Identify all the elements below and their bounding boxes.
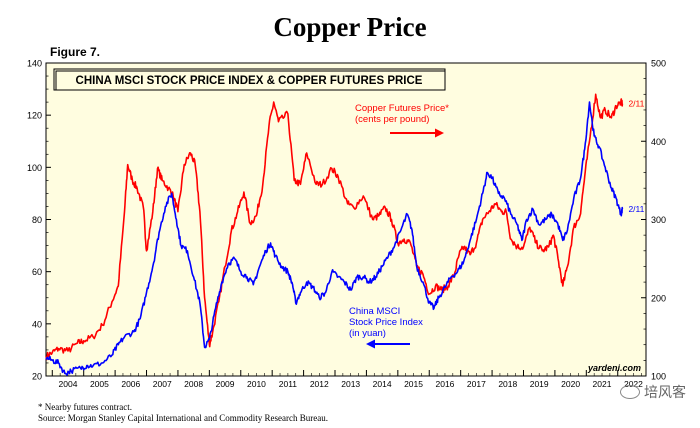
x-tick-label: 2009 xyxy=(216,379,235,389)
footnote-nearby: * Nearby futures contract. xyxy=(38,402,132,412)
left-tick-label: 120 xyxy=(27,111,42,121)
copper-legend-label: (cents per pound) xyxy=(355,114,429,125)
x-tick-label: 2016 xyxy=(435,379,454,389)
copper-series-line xyxy=(45,93,624,361)
x-tick-label: 2018 xyxy=(498,379,517,389)
chart-title: CHINA MSCI STOCK PRICE INDEX & COPPER FU… xyxy=(76,75,423,87)
right-tick-label: 200 xyxy=(651,293,666,303)
x-tick-label: 2008 xyxy=(184,379,203,389)
chart-title-shadow xyxy=(55,70,446,91)
x-tick-label: 2011 xyxy=(279,379,298,389)
china-msci-end-label: 2/11 xyxy=(628,204,644,214)
copper-legend-arrowhead xyxy=(435,128,444,138)
x-tick-label: 2007 xyxy=(153,379,172,389)
x-tick-label: 2012 xyxy=(310,379,329,389)
china-msci-legend-label: Stock Price Index xyxy=(349,317,423,328)
x-tick-label: 2021 xyxy=(593,379,612,389)
left-tick-label: 20 xyxy=(32,372,42,382)
left-tick-label: 60 xyxy=(32,267,42,277)
page-title: Copper Price xyxy=(273,12,427,42)
china-msci-legend-label: (in yuan) xyxy=(349,328,386,339)
right-tick-label: 100 xyxy=(651,372,666,382)
x-tick-label: 2005 xyxy=(90,379,109,389)
left-tick-label: 80 xyxy=(32,215,42,225)
x-tick-label: 2014 xyxy=(373,379,392,389)
source-note: Source: Morgan Stanley Capital Internati… xyxy=(38,413,329,423)
chart-title-box: CHINA MSCI STOCK PRICE INDEX & COPPER FU… xyxy=(53,68,446,91)
figure-label: Figure 7. xyxy=(50,45,101,59)
left-tick-label: 140 xyxy=(27,59,42,69)
left-tick-label: 40 xyxy=(32,319,42,329)
x-tick-label: 2017 xyxy=(467,379,486,389)
right-tick-label: 500 xyxy=(651,59,666,69)
x-tick-label: 2010 xyxy=(247,379,266,389)
china-msci-series-line xyxy=(45,101,624,376)
series-labels: 2/11 2/11 Copper Futures Price*(cents per … xyxy=(349,99,645,349)
wechat-logo-icon xyxy=(620,385,640,399)
left-tick-label: 100 xyxy=(27,163,42,173)
axis-ticks: 20 40 60 80 100 120 140 100 200 300 400 500 2004 2005… xyxy=(27,59,666,390)
x-tick-label: 2004 xyxy=(59,379,78,389)
chart-credit: yardeni.com xyxy=(587,363,641,373)
right-tick-label: 300 xyxy=(651,215,666,225)
copper-end-label: 2/11 xyxy=(628,99,644,109)
footnotes: * Nearby futures contract. Source: Morga… xyxy=(38,402,328,424)
china-msci-legend-arrowhead xyxy=(366,339,375,349)
x-tick-label: 2022 xyxy=(624,379,643,389)
watermark-text: 培风客 xyxy=(644,384,686,400)
x-tick-label: 2015 xyxy=(404,379,423,389)
x-tick-label: 2006 xyxy=(121,379,140,389)
china-msci-legend-label: China MSCI xyxy=(349,306,400,317)
series-lines xyxy=(45,93,624,376)
x-tick-label: 2020 xyxy=(561,379,580,389)
chart: 20 40 60 80 100 120 140 100 200 300 400 500 2004 2005… xyxy=(27,59,666,390)
watermark: 培风客 xyxy=(620,382,686,402)
right-tick-label: 400 xyxy=(651,137,666,147)
copper-legend-label: Copper Futures Price* xyxy=(355,103,449,114)
x-tick-label: 2019 xyxy=(530,379,549,389)
x-tick-label: 2013 xyxy=(341,379,360,389)
